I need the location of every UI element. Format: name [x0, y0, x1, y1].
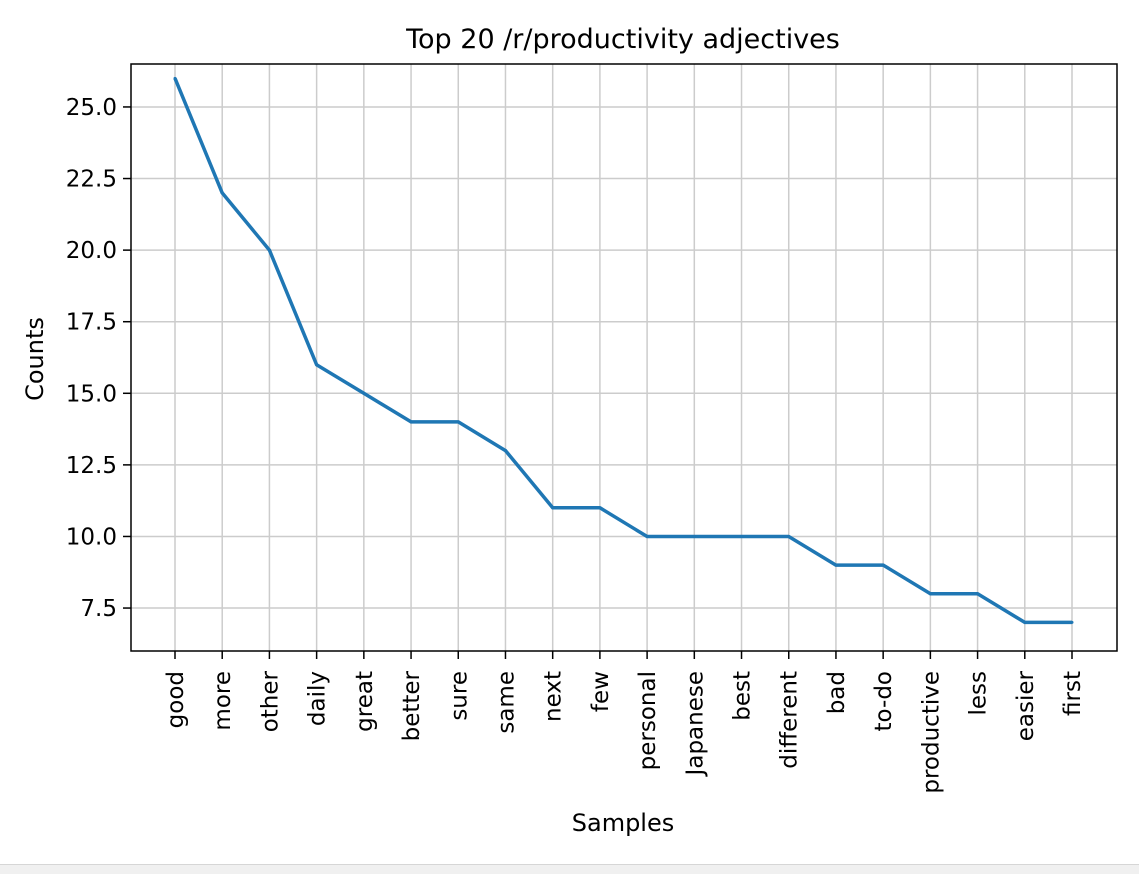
x-tick-label: different — [777, 671, 803, 769]
data-point — [456, 420, 460, 424]
x-tick-label: other — [257, 670, 283, 732]
x-tick-label: good — [163, 671, 189, 728]
x-tick-label: bad — [824, 671, 850, 714]
data-point — [692, 534, 696, 538]
data-point — [409, 420, 413, 424]
x-tick-label: to-do — [871, 671, 897, 732]
x-tick-label: more — [210, 671, 236, 731]
data-point — [315, 363, 319, 367]
data-point — [267, 248, 271, 252]
x-tick-label: personal — [635, 671, 661, 770]
x-tick-label: same — [493, 671, 519, 734]
data-point — [220, 191, 224, 195]
x-tick-label: better — [399, 670, 425, 741]
data-point — [787, 534, 791, 538]
series-layer — [173, 76, 1074, 625]
x-axis-label: Samples — [572, 809, 675, 837]
series-line — [173, 77, 1072, 625]
y-axis: 7.5 10.0 12.5 15.0 17.5 20.0 22.5 25.0 — [66, 95, 131, 622]
y-tick-label: 7.5 — [80, 596, 117, 622]
y-tick-label: 25.0 — [66, 95, 117, 121]
x-axis: good more other daily great better sure same nex… — [163, 651, 1086, 794]
y-tick-label: 15.0 — [66, 381, 117, 407]
x-tick-label: first — [1060, 671, 1086, 716]
chart-title: Top 20 /r/productivity adjectives — [405, 24, 840, 55]
data-point — [598, 506, 602, 510]
x-tick-label: great — [352, 671, 378, 732]
data-point — [881, 563, 885, 567]
data-point — [976, 592, 980, 596]
data-point — [362, 391, 366, 395]
data-point — [503, 449, 507, 453]
window-bottom-edge — [0, 864, 1139, 874]
x-tick-label: easier — [1013, 670, 1039, 741]
x-tick-label: sure — [446, 671, 472, 721]
y-tick-label: 22.5 — [66, 167, 117, 193]
y-tick-label: 20.0 — [66, 238, 117, 264]
x-tick-label: few — [588, 671, 614, 712]
data-point — [551, 506, 555, 510]
y-tick-label: 12.5 — [66, 453, 117, 479]
x-tick-label: productive — [918, 671, 944, 794]
y-tick-label: 17.5 — [66, 310, 117, 336]
x-tick-label: less — [966, 671, 992, 716]
data-point — [1070, 620, 1074, 624]
data-point — [928, 592, 932, 596]
x-tick-label: next — [541, 671, 567, 722]
data-point — [834, 563, 838, 567]
data-point — [1023, 620, 1027, 624]
data-point — [173, 76, 177, 80]
plot-frame — [130, 63, 1118, 652]
grid — [131, 64, 1117, 651]
x-tick-label: Japanese — [682, 671, 708, 777]
data-point — [740, 534, 744, 538]
x-tick-label: best — [730, 671, 756, 721]
x-tick-label: daily — [305, 671, 331, 726]
y-axis-label: Counts — [21, 317, 49, 401]
data-point — [645, 534, 649, 538]
y-tick-label: 10.0 — [66, 524, 117, 550]
